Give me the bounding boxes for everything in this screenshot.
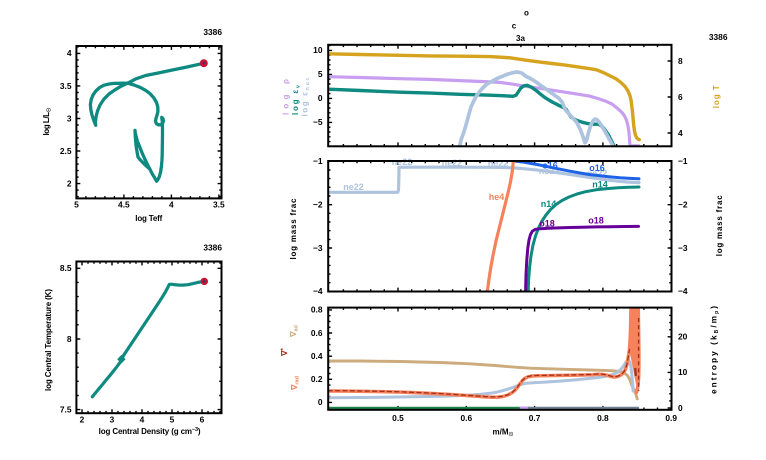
svg-text:−2: −2 [313, 199, 323, 209]
svg-text:o18: o18 [539, 219, 555, 229]
svg-text:4: 4 [169, 200, 174, 210]
svg-text:ne22: ne22 [343, 182, 364, 192]
svg-text:−1: −1 [313, 156, 323, 166]
svg-text:0.8: 0.8 [311, 305, 323, 315]
svg-text:2.5: 2.5 [60, 146, 72, 156]
svg-text:−4: −4 [678, 286, 688, 296]
svg-text:3386: 3386 [709, 32, 728, 42]
svg-text:20: 20 [678, 332, 688, 342]
svg-text:−3: −3 [313, 243, 323, 253]
svg-text:n14: n14 [592, 180, 608, 190]
svg-text:0: 0 [318, 93, 323, 103]
svg-text:o16: o16 [589, 163, 605, 173]
svg-text:log Central Density (g cm−3): log Central Density (g cm−3) [99, 427, 201, 436]
svg-text:entropy (kB/mp): entropy (kB/mp) [709, 306, 720, 394]
svg-text:8.5: 8.5 [60, 263, 72, 273]
svg-text:3386: 3386 [203, 27, 222, 37]
svg-text:4: 4 [678, 128, 683, 138]
svg-text:0: 0 [678, 403, 683, 413]
svg-text:0.8: 0.8 [597, 413, 609, 423]
svg-text:3.5: 3.5 [213, 200, 225, 210]
svg-text:7.5: 7.5 [60, 404, 72, 414]
svg-text:o18: o18 [588, 216, 604, 226]
svg-text:4: 4 [140, 415, 145, 425]
svg-text:log T: log T [712, 85, 721, 108]
svg-text:log Central Temperature (K): log Central Temperature (K) [44, 289, 53, 391]
svg-text:0.6: 0.6 [311, 328, 323, 338]
svg-text:3: 3 [110, 415, 115, 425]
svg-text:he4: he4 [489, 192, 505, 202]
svg-text:6: 6 [678, 92, 683, 102]
svg-text:−4: −4 [313, 286, 323, 296]
svg-text:3386: 3386 [203, 243, 222, 253]
svg-text:c: c [512, 22, 517, 31]
svg-text:ne22: ne22 [442, 158, 463, 168]
svg-text:8: 8 [678, 56, 683, 66]
svg-text:3: 3 [67, 113, 72, 123]
svg-text:log εν: log εν [291, 85, 302, 115]
svg-text:log mass frac: log mass frac [715, 195, 724, 257]
svg-text:ne22: ne22 [539, 166, 560, 176]
svg-text:0: 0 [318, 397, 323, 407]
svg-text:2: 2 [80, 415, 85, 425]
svg-text:o16: o16 [542, 161, 558, 171]
svg-text:log L/L☉: log L/L☉ [42, 107, 53, 135]
svg-text:o: o [524, 9, 529, 18]
svg-text:0.7: 0.7 [529, 413, 541, 423]
svg-text:∇ad: ∇ad [289, 325, 300, 338]
svg-text:5: 5 [170, 415, 175, 425]
svg-text:4: 4 [67, 48, 72, 58]
svg-text:ne22: ne22 [587, 169, 608, 179]
svg-text:∇*: ∇* [280, 347, 289, 356]
svg-text:4.5: 4.5 [118, 200, 130, 210]
svg-text:0.9: 0.9 [665, 413, 677, 423]
svg-text:6: 6 [200, 415, 205, 425]
svg-text:0.6: 0.6 [460, 413, 472, 423]
svg-text:8: 8 [67, 334, 72, 344]
svg-text:5: 5 [74, 200, 79, 210]
svg-text:−1: −1 [678, 156, 688, 166]
svg-text:2: 2 [67, 178, 72, 188]
svg-text:10: 10 [678, 367, 688, 377]
svg-text:log ρ: log ρ [282, 79, 291, 115]
svg-text:−5: −5 [313, 117, 323, 127]
svg-text:0.4: 0.4 [311, 351, 323, 361]
svg-text:m/M☉: m/M☉ [493, 428, 514, 439]
svg-text:3a: 3a [516, 34, 525, 43]
svg-text:5: 5 [318, 69, 323, 79]
svg-text:3.5: 3.5 [60, 81, 72, 91]
svg-text:∇rad: ∇rad [290, 376, 301, 391]
svg-text:log Teff: log Teff [135, 214, 162, 223]
svg-text:−2: −2 [678, 199, 688, 209]
svg-text:0.5: 0.5 [392, 413, 404, 423]
svg-text:ne22: ne22 [488, 159, 509, 169]
svg-text:−3: −3 [678, 243, 688, 253]
svg-text:log mass frac: log mass frac [289, 198, 298, 260]
svg-text:0.2: 0.2 [311, 374, 323, 384]
svg-text:n14: n14 [541, 199, 557, 209]
svg-text:10: 10 [313, 45, 323, 55]
